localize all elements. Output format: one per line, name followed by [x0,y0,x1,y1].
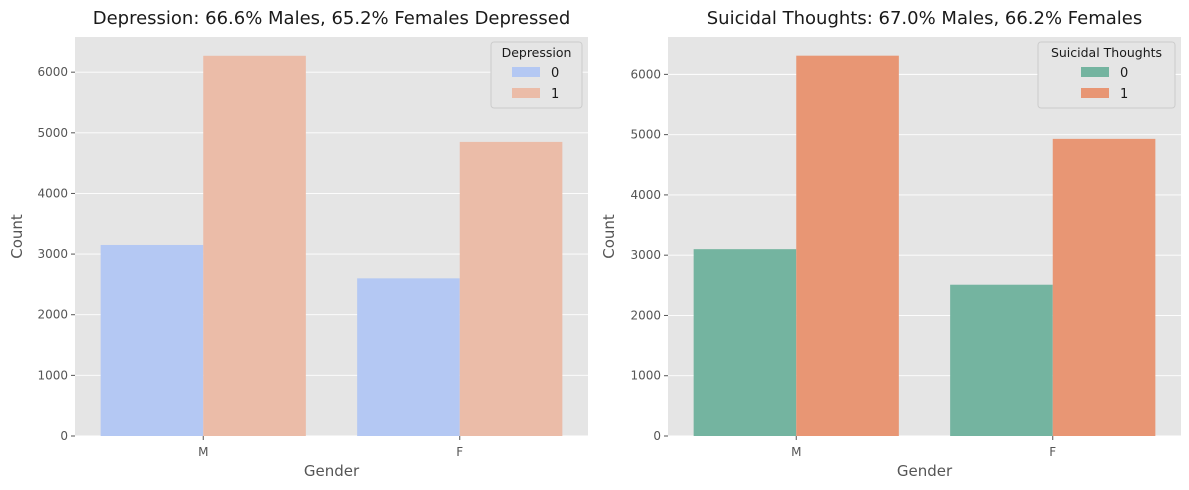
bars [100,55,563,437]
legend-label-1: 1 [551,87,559,102]
bar-M-0 [693,249,797,436]
y-axis-ticks: 0 1000 2000 3000 4000 5000 6000 [37,65,75,443]
legend: Depression 0 1 [490,41,583,109]
bars [693,55,1156,437]
bar-F-1 [459,141,563,437]
legend-swatch-0 [1081,67,1109,77]
bar-F-0 [357,278,460,436]
y-tick-label: 0 [60,429,68,443]
legend-swatch-1 [512,88,540,98]
depression-chart: Depression: 66.6% Males, 65.2% Females D… [8,8,588,480]
bar-M-1 [203,55,306,436]
chart-title: Depression: 66.6% Males, 65.2% Females D… [93,8,571,29]
y-tick-label: 1000 [37,368,68,382]
y-tick-label: 3000 [37,247,68,261]
bar-M-0 [100,244,204,436]
y-axis-label: Count [8,214,26,259]
legend-label-0: 0 [551,66,559,81]
x-tick-label: M [198,445,208,459]
suicidal-thoughts-chart: Suicidal Thoughts: 67.0% Males, 66.2% Fe… [600,8,1181,480]
y-tick-label: 5000 [630,128,661,142]
y-tick-label: 3000 [630,248,661,262]
y-tick-label: 2000 [630,308,661,322]
x-axis-label: Gender [897,462,953,480]
x-tick-label: F [456,445,463,459]
y-tick-label: 4000 [37,186,68,200]
legend-label-0: 0 [1120,66,1128,81]
y-tick-label: 5000 [37,126,68,140]
y-tick-label: 6000 [37,65,68,79]
legend-label-1: 1 [1120,87,1128,102]
y-tick-label: 0 [653,429,661,443]
y-axis-label: Count [600,214,618,259]
x-tick-label: M [791,445,801,459]
y-tick-label: 1000 [630,369,661,383]
bar-M-1 [796,55,899,436]
legend: Suicidal Thoughts 0 1 [1037,41,1176,109]
legend-swatch-1 [1081,88,1109,98]
bar-F-0 [950,284,1053,436]
legend-title: Depression [502,45,572,60]
y-tick-label: 4000 [630,188,661,202]
legend-title: Suicidal Thoughts [1051,45,1162,60]
x-tick-label: F [1049,445,1056,459]
chart-title: Suicidal Thoughts: 67.0% Males, 66.2% Fe… [707,8,1143,29]
y-axis-ticks: 0 1000 2000 3000 4000 5000 6000 [630,67,668,443]
y-tick-label: 2000 [37,308,68,322]
bar-F-1 [1052,138,1156,437]
legend-swatch-0 [512,67,540,77]
y-tick-label: 6000 [630,67,661,81]
x-axis-label: Gender [304,462,360,480]
